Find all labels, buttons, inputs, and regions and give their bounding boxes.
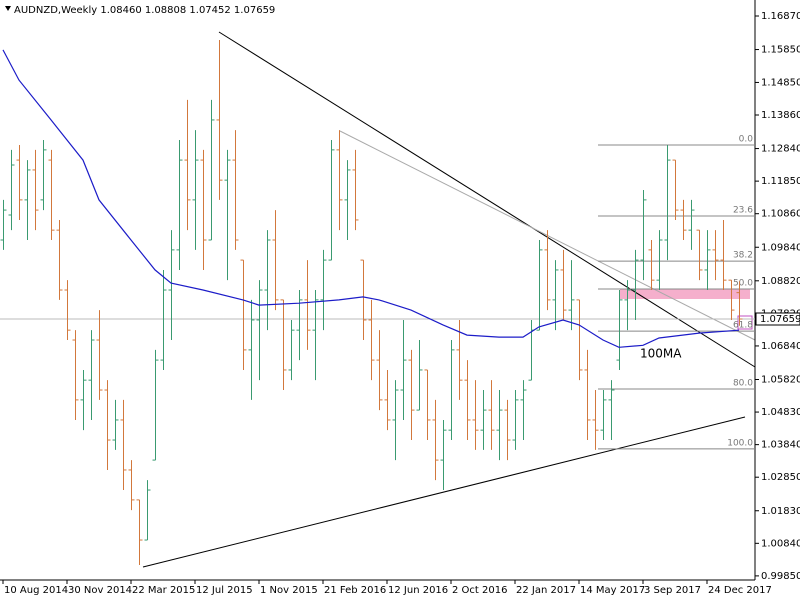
y-tick-label: 0.99850 xyxy=(761,571,800,582)
x-tick-label: 10 Aug 2014 xyxy=(4,585,68,596)
y-tick-label: 1.05820 xyxy=(761,374,800,385)
y-tick-label: 1.12840 xyxy=(761,144,800,155)
x-tick-label: 12 Jul 2015 xyxy=(196,585,253,596)
y-tick-label: 1.02850 xyxy=(761,472,800,483)
moving-average xyxy=(2,49,740,348)
y-tick-label: 1.11850 xyxy=(761,176,800,187)
y-tick-label: 1.15850 xyxy=(761,45,800,56)
price-box xyxy=(755,312,800,326)
fib-label: 50.0 xyxy=(733,279,753,289)
y-tick-label: 1.06840 xyxy=(761,341,800,352)
menu-icon xyxy=(5,6,11,11)
x-tick-label: 3 Sep 2017 xyxy=(644,585,701,596)
fib-label: 61.8 xyxy=(733,321,753,331)
x-tick-label: 24 Dec 2017 xyxy=(708,585,772,596)
x-tick-label: 22 Mar 2015 xyxy=(132,585,195,596)
price-label: 1.07659 xyxy=(760,314,800,325)
y-tick-label: 1.04830 xyxy=(761,407,800,418)
trend-line xyxy=(142,416,746,568)
marker-box xyxy=(737,315,753,330)
y-tick-label: 1.09840 xyxy=(761,242,800,253)
fib-label: 100.0 xyxy=(727,438,753,448)
fib-label: 23.6 xyxy=(733,205,753,215)
y-tick-label: 1.13860 xyxy=(761,110,800,121)
trend-line xyxy=(218,31,756,368)
x-tick-label: 12 Jun 2016 xyxy=(388,585,448,596)
resistance-zone xyxy=(620,289,750,299)
fib-label: 80.0 xyxy=(733,379,753,389)
x-tick-label: 1 Nov 2015 xyxy=(260,585,318,596)
ma-label: 100MA xyxy=(640,347,682,361)
fib-label: 38.2 xyxy=(733,251,753,261)
chart-title: AUDNZD,Weekly 1.08460 1.08808 1.07452 1.… xyxy=(14,5,275,16)
y-tick-label: 1.00840 xyxy=(761,538,800,549)
y-tick-label: 1.08820 xyxy=(761,276,800,287)
x-tick-label: 2 Oct 2016 xyxy=(452,585,507,596)
x-tick-label: 22 Jan 2017 xyxy=(516,585,576,596)
x-tick-label: 14 May 2017 xyxy=(580,585,645,596)
fib-label: 0.0 xyxy=(739,134,754,144)
x-tick-label: 21 Feb 2016 xyxy=(324,585,386,596)
y-tick-label: 1.16870 xyxy=(761,11,800,22)
drawings xyxy=(142,31,756,568)
y-tick-label: 1.03840 xyxy=(761,440,800,451)
y-tick-label: 1.14850 xyxy=(761,77,800,88)
y-tick-label: 1.10860 xyxy=(761,209,800,220)
x-tick-label: 30 Nov 2014 xyxy=(68,585,132,596)
y-tick-label: 1.01830 xyxy=(761,506,800,517)
